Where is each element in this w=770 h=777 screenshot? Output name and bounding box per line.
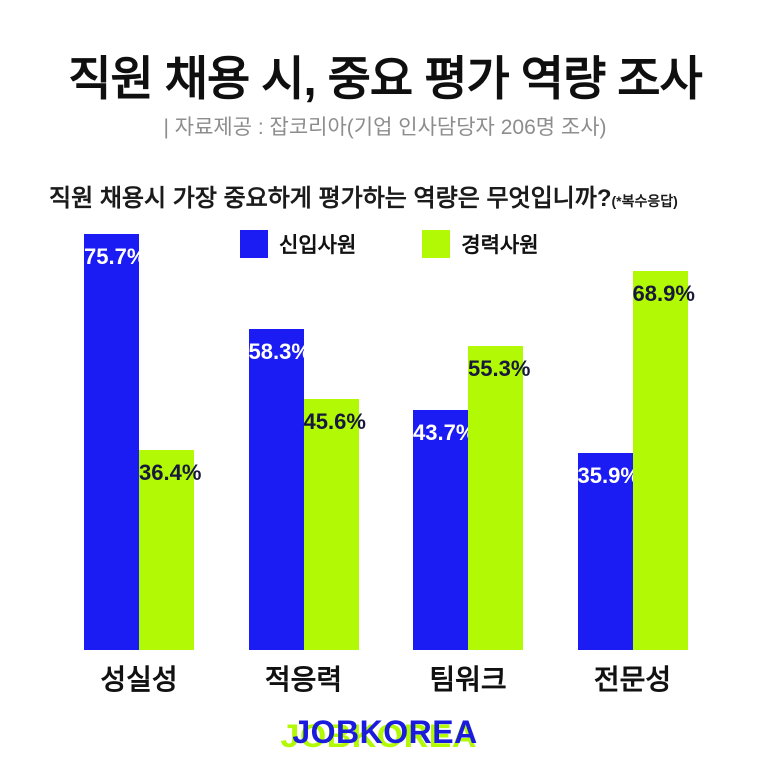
legend-label-experienced-employee: 경력사원 xyxy=(461,234,539,257)
bar-group: 75.7% 36.4% xyxy=(84,234,202,650)
bar-new-employee: 43.7% xyxy=(413,410,476,650)
bar-value-label: 45.6% xyxy=(303,409,366,434)
survey-question-text: 직원 채용시 가장 중요하게 평가하는 역량은 무엇입니까? xyxy=(49,185,612,212)
legend-label-new-employee: 신입사원 xyxy=(279,234,357,257)
bar-group: 35.9% 68.9% xyxy=(577,271,695,650)
survey-question-note: (*복수응답) xyxy=(611,193,678,209)
bar-value-label: 43.7% xyxy=(413,420,476,445)
bar-chart: 75.7% 36.4% 58.3% 45.6% 43.7% 55.3% 35.9% 68.9% xyxy=(0,230,770,650)
legend-swatch-lime xyxy=(422,230,451,258)
bar-experienced-employee: 45.6% xyxy=(303,399,366,650)
bar-value-label: 36.4% xyxy=(139,460,202,485)
bar-group: 58.3% 45.6% xyxy=(248,329,366,650)
chart-legend: 신입사원 경력사원 xyxy=(240,229,539,259)
category-label: 팀워크 xyxy=(429,664,507,695)
bar-value-label: 75.7% xyxy=(84,244,147,269)
logo-text: JOBKOREA xyxy=(292,714,478,750)
bar-experienced-employee: 68.9% xyxy=(632,271,695,650)
bar-group: 43.7% 55.3% xyxy=(413,346,531,650)
source-credit: | 자료제공 : 잡코리아(기업 인사담당자 206명 조사) xyxy=(163,116,607,139)
bar-experienced-employee: 36.4% xyxy=(139,450,202,650)
bar-new-employee: 35.9% xyxy=(577,453,640,650)
category-axis: 성실성 적응력 팀워크 전문성 xyxy=(0,658,770,695)
category-label: 적응력 xyxy=(264,664,343,695)
category-label: 전문성 xyxy=(593,664,672,695)
bar-value-label: 35.9% xyxy=(577,463,640,488)
logo-wrap: JOBKOREA JOBKOREA xyxy=(281,714,478,754)
category-label: 성실성 xyxy=(100,664,178,695)
survey-question: 직원 채용시 가장 중요하게 평가하는 역량은 무엇입니까?(*복수응답) xyxy=(49,178,678,213)
bar-new-employee: 75.7% xyxy=(84,234,147,650)
legend-swatch-blue xyxy=(240,230,268,258)
bar-value-label: 68.9% xyxy=(632,281,695,306)
bar-value-label: 58.3% xyxy=(248,339,311,364)
page-title: 직원 채용 시, 중요 평가 역량 조사 xyxy=(68,52,703,105)
bar-experienced-employee: 55.3% xyxy=(468,346,531,650)
legend-item-experienced-employee: 경력사원 xyxy=(422,229,539,259)
bar-value-label: 55.3% xyxy=(468,356,531,381)
logo-accent-text: JOBKOREA xyxy=(280,718,478,754)
jobkorea-logo: JOBKOREA JOBKOREA xyxy=(0,714,770,754)
bar-new-employee: 58.3% xyxy=(248,329,311,650)
legend-item-new-employee: 신입사원 xyxy=(240,229,356,259)
